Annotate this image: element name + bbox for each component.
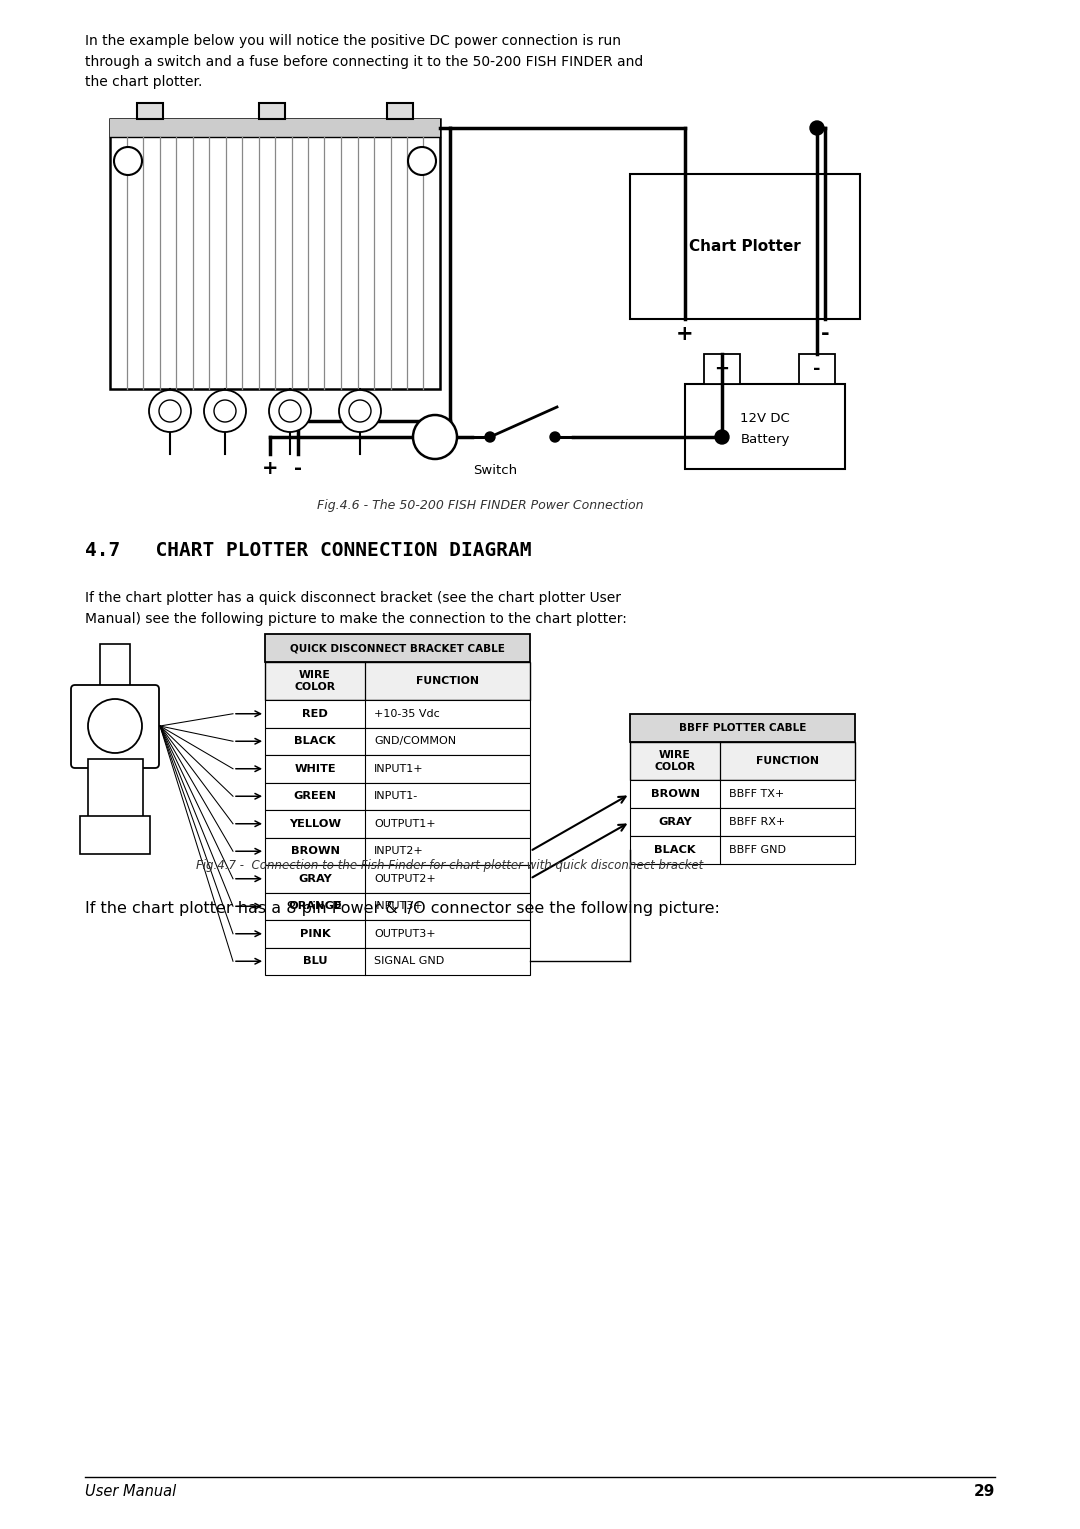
Text: FUNCTION: FUNCTION — [756, 755, 819, 766]
FancyBboxPatch shape — [265, 635, 530, 662]
FancyBboxPatch shape — [630, 780, 855, 807]
Text: BLU: BLU — [302, 956, 327, 966]
Text: GND/COMMON: GND/COMMON — [374, 737, 456, 746]
Text: BBFF RX+: BBFF RX+ — [729, 816, 785, 827]
Circle shape — [204, 390, 246, 433]
Text: BBFF PLOTTER CABLE: BBFF PLOTTER CABLE — [679, 723, 806, 732]
Text: WIRE
COLOR: WIRE COLOR — [295, 670, 336, 691]
Text: BBFF TX+: BBFF TX+ — [729, 789, 784, 800]
Text: OUTPUT3+: OUTPUT3+ — [374, 928, 435, 939]
Text: F: F — [430, 430, 440, 443]
FancyBboxPatch shape — [265, 810, 530, 838]
Text: If the chart plotter has a quick disconnect bracket (see the chart plotter User
: If the chart plotter has a quick disconn… — [85, 592, 626, 625]
Text: BROWN: BROWN — [291, 846, 339, 856]
Text: QUICK DISCONNECT BRACKET CABLE: QUICK DISCONNECT BRACKET CABLE — [291, 644, 505, 653]
Circle shape — [114, 147, 141, 174]
Text: BLACK: BLACK — [654, 846, 696, 855]
Text: 29: 29 — [974, 1485, 995, 1498]
Text: YELLOW: YELLOW — [289, 818, 341, 829]
Circle shape — [279, 401, 301, 422]
Circle shape — [413, 414, 457, 459]
FancyBboxPatch shape — [704, 355, 740, 384]
Circle shape — [810, 121, 824, 135]
Text: -: - — [294, 459, 302, 479]
Text: GREEN: GREEN — [294, 790, 337, 801]
Text: Fig.4.6 - The 50-200 FISH FINDER Power Connection: Fig.4.6 - The 50-200 FISH FINDER Power C… — [316, 498, 644, 512]
Text: Battery: Battery — [740, 433, 789, 446]
Text: Fig.4.7 -  Connection to the Fish Finder for chart plotter with quick disconnect: Fig.4.7 - Connection to the Fish Finder … — [197, 859, 704, 872]
FancyBboxPatch shape — [265, 783, 530, 810]
Text: INPUT2+: INPUT2+ — [374, 846, 423, 856]
Text: GRAY: GRAY — [298, 873, 332, 884]
Text: 4.7   CHART PLOTTER CONNECTION DIAGRAM: 4.7 CHART PLOTTER CONNECTION DIAGRAM — [85, 541, 531, 560]
FancyBboxPatch shape — [265, 893, 530, 920]
Text: User Manual: User Manual — [85, 1485, 176, 1498]
FancyBboxPatch shape — [387, 102, 413, 119]
Text: WHITE: WHITE — [294, 764, 336, 774]
FancyBboxPatch shape — [630, 174, 860, 320]
FancyBboxPatch shape — [265, 700, 530, 728]
FancyBboxPatch shape — [630, 742, 855, 780]
Text: WIRE
COLOR: WIRE COLOR — [654, 751, 696, 772]
FancyBboxPatch shape — [630, 714, 855, 742]
FancyBboxPatch shape — [265, 865, 530, 893]
Text: Chart Plotter: Chart Plotter — [689, 239, 801, 254]
Circle shape — [485, 433, 495, 442]
Circle shape — [159, 401, 181, 422]
Text: BROWN: BROWN — [650, 789, 700, 800]
Text: SIGNAL GND: SIGNAL GND — [374, 956, 444, 966]
FancyBboxPatch shape — [80, 816, 150, 855]
Text: +10-35 Vdc: +10-35 Vdc — [374, 709, 440, 719]
FancyBboxPatch shape — [265, 948, 530, 976]
Text: BLACK: BLACK — [294, 737, 336, 746]
FancyBboxPatch shape — [630, 836, 855, 864]
Text: In the example below you will notice the positive DC power connection is run
thr: In the example below you will notice the… — [85, 34, 644, 89]
FancyBboxPatch shape — [799, 355, 835, 384]
Circle shape — [214, 401, 237, 422]
FancyBboxPatch shape — [259, 102, 285, 119]
Text: +: + — [261, 459, 279, 479]
Text: GRAY: GRAY — [658, 816, 692, 827]
Text: BBFF GND: BBFF GND — [729, 846, 786, 855]
FancyBboxPatch shape — [265, 920, 530, 948]
Text: INPUT1+: INPUT1+ — [374, 764, 423, 774]
FancyBboxPatch shape — [71, 685, 159, 768]
FancyBboxPatch shape — [265, 838, 530, 865]
Text: FUNCTION: FUNCTION — [416, 676, 480, 687]
FancyBboxPatch shape — [100, 644, 130, 725]
Text: -: - — [821, 324, 829, 344]
FancyBboxPatch shape — [630, 807, 855, 836]
Circle shape — [269, 390, 311, 433]
Text: RED: RED — [302, 709, 328, 719]
Circle shape — [550, 433, 561, 442]
Text: ORANGE: ORANGE — [288, 901, 342, 911]
Circle shape — [715, 430, 729, 443]
Text: If the chart plotter has a 8 pin Power & I/O connector see the following picture: If the chart plotter has a 8 pin Power &… — [85, 901, 720, 916]
FancyBboxPatch shape — [265, 662, 530, 700]
FancyBboxPatch shape — [265, 755, 530, 783]
Circle shape — [339, 390, 381, 433]
FancyBboxPatch shape — [137, 102, 163, 119]
Text: OUTPUT2+: OUTPUT2+ — [374, 873, 435, 884]
Circle shape — [87, 699, 141, 752]
Text: 12V DC: 12V DC — [740, 411, 789, 425]
Text: OUTPUT1+: OUTPUT1+ — [374, 818, 435, 829]
FancyBboxPatch shape — [265, 728, 530, 755]
Text: +: + — [715, 359, 729, 378]
Text: -: - — [813, 359, 821, 378]
Text: +: + — [676, 324, 693, 344]
Circle shape — [349, 401, 372, 422]
FancyBboxPatch shape — [110, 119, 440, 138]
FancyBboxPatch shape — [685, 384, 845, 469]
FancyBboxPatch shape — [87, 758, 143, 816]
Text: INPUT1-: INPUT1- — [374, 790, 418, 801]
FancyBboxPatch shape — [110, 119, 440, 388]
Text: Switch: Switch — [473, 463, 517, 477]
Circle shape — [408, 147, 436, 174]
Circle shape — [149, 390, 191, 433]
Text: INPUT3+: INPUT3+ — [374, 901, 423, 911]
Text: PINK: PINK — [299, 928, 330, 939]
